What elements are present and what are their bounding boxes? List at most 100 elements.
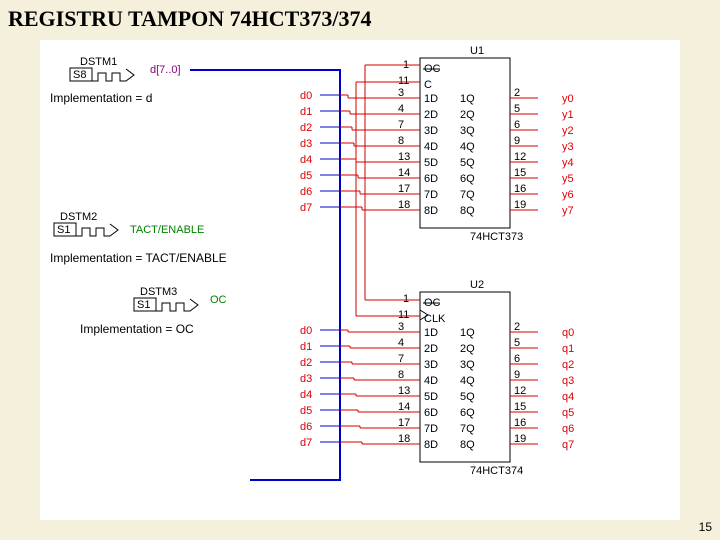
ic-u1: U1 1OC11C31D1Q2y042D2Q5y173D3Q6y284D4Q9y… <box>394 45 574 243</box>
svg-text:7Q: 7Q <box>460 189 475 201</box>
svg-text:OC: OC <box>424 63 441 75</box>
svg-text:d4: d4 <box>300 154 312 166</box>
svg-text:5: 5 <box>514 337 520 349</box>
svg-text:16: 16 <box>514 417 526 429</box>
svg-text:CLK: CLK <box>424 313 446 325</box>
svg-text:q2: q2 <box>562 359 574 371</box>
svg-text:6: 6 <box>514 353 520 365</box>
svg-text:11: 11 <box>398 309 409 321</box>
svg-text:Implementation = TACT/ENABLE: Implementation = TACT/ENABLE <box>50 251 227 265</box>
svg-text:y3: y3 <box>562 141 574 153</box>
svg-text:d3: d3 <box>300 373 312 385</box>
svg-text:q0: q0 <box>562 327 574 339</box>
svg-text:C: C <box>424 79 432 91</box>
svg-text:7Q: 7Q <box>460 423 475 435</box>
svg-text:Implementation = OC: Implementation = OC <box>80 322 194 336</box>
svg-text:7D: 7D <box>424 189 438 201</box>
diagram-panel: DSTM1 S8 d[7..0] Implementation = d DSTM… <box>40 40 680 520</box>
svg-text:19: 19 <box>514 433 526 445</box>
svg-text:d6: d6 <box>300 421 312 433</box>
svg-text:1D: 1D <box>424 327 438 339</box>
svg-text:17: 17 <box>398 183 410 195</box>
svg-text:1: 1 <box>403 293 409 305</box>
svg-text:2Q: 2Q <box>460 343 475 355</box>
svg-text:74HCT374: 74HCT374 <box>470 465 523 477</box>
svg-text:S1: S1 <box>57 224 70 236</box>
svg-text:y5: y5 <box>562 173 574 185</box>
svg-text:y0: y0 <box>562 93 574 105</box>
svg-text:U1: U1 <box>470 45 484 57</box>
svg-text:2: 2 <box>514 87 520 99</box>
svg-text:5D: 5D <box>424 157 438 169</box>
svg-text:9: 9 <box>514 369 520 381</box>
svg-text:18: 18 <box>398 433 410 445</box>
svg-text:12: 12 <box>514 385 526 397</box>
stim-dstm1: DSTM1 S8 d[7..0] Implementation = d <box>50 56 181 105</box>
svg-text:d5: d5 <box>300 405 312 417</box>
svg-text:3D: 3D <box>424 359 438 371</box>
page-title: REGISTRU TAMPON 74HCT373/374 <box>8 6 371 32</box>
svg-text:d5: d5 <box>300 170 312 182</box>
svg-text:16: 16 <box>514 183 526 195</box>
svg-text:d2: d2 <box>300 122 312 134</box>
svg-text:d2: d2 <box>300 357 312 369</box>
svg-text:q7: q7 <box>562 439 574 451</box>
stim-dstm3: DSTM3 S1 OC Implementation = OC <box>80 286 227 336</box>
svg-text:q1: q1 <box>562 343 574 355</box>
stim-dstm2: DSTM2 S1 TACT/ENABLE Implementation = TA… <box>50 211 227 265</box>
svg-text:8D: 8D <box>424 439 438 451</box>
svg-text:3: 3 <box>398 87 404 99</box>
svg-text:Implementation = d: Implementation = d <box>50 91 152 105</box>
svg-text:2Q: 2Q <box>460 109 475 121</box>
svg-text:OC: OC <box>210 294 227 306</box>
svg-text:y2: y2 <box>562 125 574 137</box>
svg-text:d6: d6 <box>300 186 312 198</box>
svg-text:2D: 2D <box>424 109 438 121</box>
svg-text:d1: d1 <box>300 341 312 353</box>
svg-text:d[7..0]: d[7..0] <box>150 64 181 76</box>
svg-text:8: 8 <box>398 369 404 381</box>
svg-text:d7: d7 <box>300 202 312 214</box>
svg-text:6Q: 6Q <box>460 407 475 419</box>
svg-text:4: 4 <box>398 337 404 349</box>
svg-text:18: 18 <box>398 199 410 211</box>
svg-text:S1: S1 <box>137 299 150 311</box>
svg-text:7D: 7D <box>424 423 438 435</box>
svg-text:1Q: 1Q <box>460 327 475 339</box>
svg-text:8Q: 8Q <box>460 205 475 217</box>
svg-text:d7: d7 <box>300 437 312 449</box>
svg-text:12: 12 <box>514 151 526 163</box>
svg-text:15: 15 <box>514 401 526 413</box>
svg-text:y4: y4 <box>562 157 574 169</box>
svg-text:3Q: 3Q <box>460 125 475 137</box>
svg-text:5Q: 5Q <box>460 391 475 403</box>
svg-text:4D: 4D <box>424 375 438 387</box>
svg-text:d4: d4 <box>300 389 312 401</box>
svg-text:DSTM1: DSTM1 <box>80 56 117 68</box>
svg-text:2: 2 <box>514 321 520 333</box>
svg-text:q6: q6 <box>562 423 574 435</box>
svg-text:7: 7 <box>398 119 404 131</box>
svg-text:8D: 8D <box>424 205 438 217</box>
svg-text:4Q: 4Q <box>460 375 475 387</box>
svg-text:13: 13 <box>398 385 410 397</box>
ic-u2: U2 1OC11CLK31D1Q2q042D2Q5q173D3Q6q284D4Q… <box>394 279 574 477</box>
svg-text:S8: S8 <box>73 69 86 81</box>
svg-text:y7: y7 <box>562 205 574 217</box>
svg-text:14: 14 <box>398 167 410 179</box>
svg-text:3: 3 <box>398 321 404 333</box>
svg-text:U2: U2 <box>470 279 484 291</box>
svg-text:6D: 6D <box>424 173 438 185</box>
svg-text:3D: 3D <box>424 125 438 137</box>
page-number: 15 <box>699 520 712 534</box>
svg-text:y1: y1 <box>562 109 574 121</box>
svg-text:d1: d1 <box>300 106 312 118</box>
svg-text:6: 6 <box>514 119 520 131</box>
svg-text:q3: q3 <box>562 375 574 387</box>
svg-text:q5: q5 <box>562 407 574 419</box>
svg-text:DSTM3: DSTM3 <box>140 286 177 298</box>
svg-text:5D: 5D <box>424 391 438 403</box>
svg-text:5Q: 5Q <box>460 157 475 169</box>
svg-text:6Q: 6Q <box>460 173 475 185</box>
svg-text:5: 5 <box>514 103 520 115</box>
